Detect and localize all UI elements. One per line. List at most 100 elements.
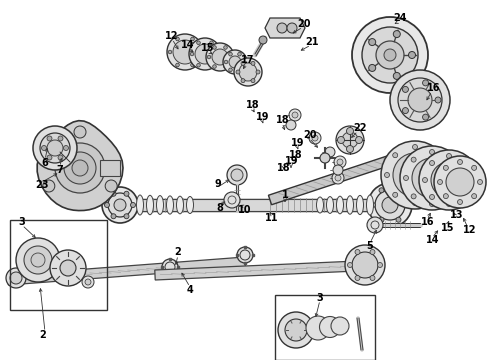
Circle shape <box>458 159 463 165</box>
Circle shape <box>210 63 213 67</box>
Circle shape <box>458 199 463 204</box>
Circle shape <box>352 17 428 93</box>
Circle shape <box>446 202 451 207</box>
Text: 18: 18 <box>246 100 260 110</box>
Circle shape <box>229 56 241 68</box>
Circle shape <box>346 145 353 153</box>
Bar <box>115 199 400 211</box>
Text: 21: 21 <box>305 37 319 47</box>
Circle shape <box>10 272 22 284</box>
Circle shape <box>47 155 52 160</box>
Circle shape <box>403 175 409 180</box>
Circle shape <box>446 153 451 158</box>
Circle shape <box>408 88 432 112</box>
Circle shape <box>393 31 400 37</box>
Circle shape <box>50 250 86 286</box>
Circle shape <box>402 108 409 114</box>
Circle shape <box>325 147 335 157</box>
Circle shape <box>337 159 343 165</box>
Circle shape <box>446 168 474 196</box>
Polygon shape <box>37 121 123 211</box>
Circle shape <box>477 180 483 184</box>
Circle shape <box>362 27 418 83</box>
Circle shape <box>176 37 179 41</box>
Circle shape <box>24 246 52 274</box>
Circle shape <box>278 312 314 348</box>
Circle shape <box>377 262 383 267</box>
Circle shape <box>422 80 429 86</box>
Text: 18: 18 <box>277 163 291 173</box>
Circle shape <box>413 201 417 206</box>
Circle shape <box>464 161 468 166</box>
Circle shape <box>285 319 307 341</box>
Polygon shape <box>8 257 245 285</box>
Circle shape <box>306 316 330 340</box>
Text: 6: 6 <box>42 158 49 168</box>
Circle shape <box>40 133 70 163</box>
Circle shape <box>102 187 138 223</box>
Circle shape <box>368 183 412 227</box>
Circle shape <box>108 193 132 217</box>
Text: 10: 10 <box>238 205 252 215</box>
Text: 9: 9 <box>215 179 221 189</box>
Circle shape <box>441 172 445 177</box>
Circle shape <box>287 23 297 33</box>
Circle shape <box>333 165 343 175</box>
Circle shape <box>198 50 202 54</box>
Circle shape <box>370 249 375 255</box>
Circle shape <box>242 60 246 64</box>
Circle shape <box>43 180 55 192</box>
Circle shape <box>356 136 363 144</box>
Circle shape <box>58 136 63 141</box>
Text: 16: 16 <box>421 217 435 227</box>
Circle shape <box>74 126 86 138</box>
Circle shape <box>367 217 383 233</box>
Circle shape <box>312 135 318 141</box>
Text: 2: 2 <box>40 330 47 340</box>
Text: 14: 14 <box>426 235 440 245</box>
Circle shape <box>375 190 405 220</box>
Text: 20: 20 <box>297 19 311 29</box>
Circle shape <box>448 157 453 162</box>
Circle shape <box>31 253 45 267</box>
Circle shape <box>238 53 241 56</box>
Circle shape <box>430 149 435 154</box>
Ellipse shape <box>317 197 323 213</box>
Text: 1: 1 <box>282 190 289 200</box>
Text: 19: 19 <box>285 156 299 166</box>
Circle shape <box>332 172 344 184</box>
Circle shape <box>443 194 448 199</box>
Circle shape <box>206 43 234 71</box>
Circle shape <box>336 126 364 154</box>
Circle shape <box>430 194 435 199</box>
Text: 19: 19 <box>291 138 305 148</box>
Circle shape <box>379 217 384 222</box>
Circle shape <box>176 63 179 67</box>
Circle shape <box>234 58 262 86</box>
Circle shape <box>196 63 200 67</box>
Circle shape <box>355 275 360 280</box>
Circle shape <box>229 53 232 56</box>
Text: 20: 20 <box>303 130 317 140</box>
Circle shape <box>370 202 375 207</box>
Polygon shape <box>265 18 305 38</box>
Circle shape <box>64 145 69 150</box>
Text: 3: 3 <box>317 293 323 303</box>
Circle shape <box>238 68 241 72</box>
Circle shape <box>422 114 429 120</box>
Circle shape <box>393 153 437 197</box>
Text: 7: 7 <box>57 165 63 175</box>
Circle shape <box>213 46 216 49</box>
Circle shape <box>72 160 88 176</box>
Circle shape <box>334 156 346 168</box>
Circle shape <box>413 144 417 149</box>
Bar <box>100 160 120 176</box>
Circle shape <box>286 120 296 130</box>
Circle shape <box>105 180 117 192</box>
Circle shape <box>256 70 260 74</box>
Circle shape <box>190 52 194 56</box>
Circle shape <box>229 55 233 59</box>
Circle shape <box>82 276 94 288</box>
Circle shape <box>392 192 398 197</box>
Circle shape <box>223 50 247 74</box>
